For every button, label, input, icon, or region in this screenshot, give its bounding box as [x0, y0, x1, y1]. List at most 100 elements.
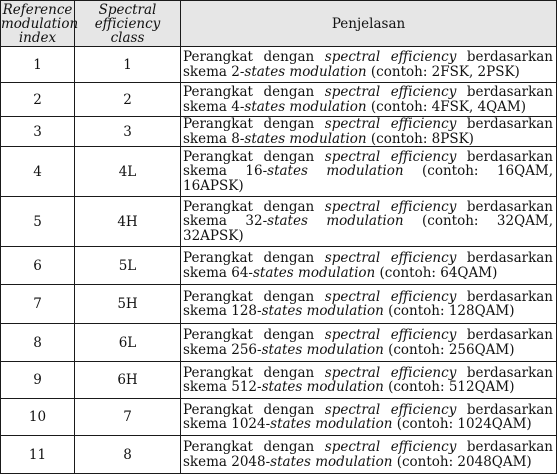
description-italic-text: states modulation: [270, 453, 393, 470]
header-row: Reference modulation index Spectral effi…: [0, 0, 557, 47]
description-italic-text: spectral efficiency: [324, 116, 457, 132]
description-text: (contoh: 2048QAM): [392, 453, 532, 470]
header-line: index: [18, 29, 57, 46]
description-text: (contoh: 32QAM, 32APSK): [183, 213, 554, 244]
reference-index-cell: 1: [0, 46, 75, 83]
header-line: Spectral: [98, 1, 157, 18]
table-row: 5 4H Perangkat dengan spectral efficiency …: [0, 196, 557, 247]
description-italic-text: spectral efficiency: [324, 439, 457, 455]
description-text: (contoh: 1024QAM): [392, 416, 532, 432]
reference-index-cell: 7: [0, 284, 75, 324]
efficiency-class-cell: 4L: [74, 146, 181, 197]
efficiency-class-cell: 1: [74, 46, 181, 83]
description-cell: Perangkat dengan spectral efficiency ber…: [180, 46, 557, 83]
description-cell: Perangkat dengan spectral efficiency ber…: [180, 246, 557, 285]
description-italic-text: states modulation: [244, 130, 367, 147]
description-text: berdasarkan skema 32-: [183, 198, 554, 230]
header-line: class: [110, 29, 145, 46]
description-text: Perangkat dengan: [183, 288, 325, 305]
description-text: Perangkat dengan: [183, 327, 325, 343]
description-cell: Perangkat dengan spectral efficiency ber…: [180, 82, 557, 117]
description-text: Perangkat dengan: [183, 439, 325, 455]
description-italic-text: spectral efficiency: [324, 49, 457, 65]
description-italic-text: states modulation: [261, 303, 384, 319]
efficiency-class-cell: 6H: [74, 361, 181, 399]
description-text: Perangkat dengan: [183, 116, 325, 132]
reference-index-cell: 10: [0, 398, 75, 436]
description-italic-text: states modulation: [267, 163, 404, 180]
description-text: berdasarkan skema 4-: [183, 84, 554, 115]
description-cell: Perangkat dengan spectral efficiency ber…: [180, 323, 557, 362]
description-text: (contoh: 256QAM): [383, 341, 515, 358]
header-line: efficiency: [94, 15, 161, 32]
description-text: berdasarkan skema 1024-: [183, 401, 554, 432]
description-italic-text: spectral efficiency: [324, 148, 457, 165]
description-cell: Perangkat dengan spectral efficiency ber…: [180, 398, 557, 436]
table-row: 1 1 Perangkat dengan spectral efficiency b…: [0, 46, 557, 83]
reference-index-cell: 9: [0, 361, 75, 399]
description-text: (contoh: 64QAM): [375, 264, 498, 281]
description-italic-text: states modulation: [244, 98, 367, 115]
description-text: (contoh: 128QAM): [383, 303, 515, 319]
description-italic-text: states modulation: [261, 379, 384, 395]
description-text: Perangkat dengan: [183, 250, 325, 266]
description-cell: Perangkat dengan spectral efficiency ber…: [180, 435, 557, 474]
table-row: 9 6H Perangkat dengan spectral efficiency …: [0, 361, 557, 399]
efficiency-class-cell: 5L: [74, 246, 181, 285]
description-italic-text: spectral efficiency: [324, 401, 457, 418]
description-text: berdasarkan skema 512-: [183, 364, 554, 395]
description-italic-text: spectral efficiency: [324, 84, 457, 100]
header-line: Reference: [2, 1, 73, 18]
table-row: 6 5L Perangkat dengan spectral efficiency …: [0, 246, 557, 285]
description-cell: Perangkat dengan spectral efficiency ber…: [180, 146, 557, 197]
efficiency-class-cell: 6L: [74, 323, 181, 362]
description-text: Perangkat dengan: [183, 364, 325, 381]
table-row: 10 7 Perangkat dengan spectral efficiency …: [0, 398, 557, 436]
description-italic-text: states modulation: [244, 63, 367, 80]
description-text: berdasarkan skema 8-: [183, 116, 554, 147]
reference-index-cell: 8: [0, 323, 75, 362]
efficiency-class-cell: 3: [74, 116, 181, 147]
description-italic-text: spectral efficiency: [324, 364, 457, 381]
description-text: berdasarkan skema 2-: [183, 49, 554, 80]
description-italic-text: states modulation: [267, 213, 404, 230]
description-text: Perangkat dengan: [183, 49, 325, 65]
reference-index-cell: 11: [0, 435, 75, 474]
reference-index-cell: 5: [0, 196, 75, 247]
efficiency-class-cell: 8: [74, 435, 181, 474]
description-cell: Perangkat dengan spectral efficiency ber…: [180, 196, 557, 247]
description-italic-text: spectral efficiency: [324, 198, 457, 215]
description-italic-text: spectral efficiency: [324, 250, 457, 266]
reference-index-cell: 4: [0, 146, 75, 197]
description-text: Perangkat dengan: [183, 84, 325, 100]
description-text: berdasarkan skema 2048-: [183, 439, 554, 470]
description-text: Perangkat dengan: [183, 198, 325, 215]
table-row: 2 2 Perangkat dengan spectral efficiency b…: [0, 82, 557, 117]
efficiency-class-cell: 2: [74, 82, 181, 117]
reference-index-cell: 3: [0, 116, 75, 147]
table-row: 3 3 Perangkat dengan spectral efficiency b…: [0, 116, 557, 147]
description-text: berdasarkan skema 64-: [183, 250, 554, 281]
description-text: (contoh: 512QAM): [383, 379, 515, 395]
description-text: (contoh: 2FSK, 2PSK): [366, 63, 520, 80]
description-text: Perangkat dengan: [183, 148, 325, 165]
description-italic-text: spectral efficiency: [324, 288, 457, 305]
description-italic-text: spectral efficiency: [324, 327, 457, 343]
description-italic-text: states modulation: [270, 416, 393, 432]
description-text: berdasarkan skema 16-: [183, 148, 554, 180]
description-cell: Perangkat dengan spectral efficiency ber…: [180, 361, 557, 399]
description-text: Perangkat dengan: [183, 401, 325, 418]
description-text: berdasarkan skema 128-: [183, 288, 554, 319]
header-line: modulation: [1, 15, 79, 32]
efficiency-class-cell: 7: [74, 398, 181, 436]
description-italic-text: states modulation: [252, 264, 376, 281]
efficiency-class-cell: 5H: [74, 284, 181, 324]
description-text: (contoh: 8PSK): [366, 130, 474, 147]
header-spectral-efficiency-class: Spectral efficiency class: [74, 0, 181, 47]
description-cell: Perangkat dengan spectral efficiency ber…: [180, 284, 557, 324]
reference-index-cell: 6: [0, 246, 75, 285]
description-text: (contoh: 4FSK, 4QAM): [366, 98, 527, 115]
header-reference-modulation-index: Reference modulation index: [0, 0, 79, 47]
description-italic-text: states modulation: [261, 341, 384, 358]
